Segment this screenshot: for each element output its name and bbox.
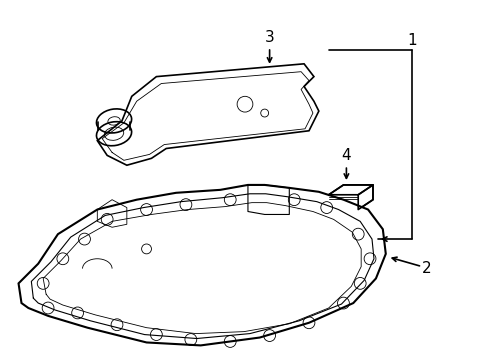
Text: 3: 3: [264, 30, 274, 45]
Polygon shape: [19, 185, 385, 345]
Text: 1: 1: [407, 33, 416, 48]
Polygon shape: [97, 64, 318, 165]
Polygon shape: [328, 185, 372, 210]
Text: 4: 4: [341, 148, 350, 163]
Text: 2: 2: [422, 261, 431, 276]
